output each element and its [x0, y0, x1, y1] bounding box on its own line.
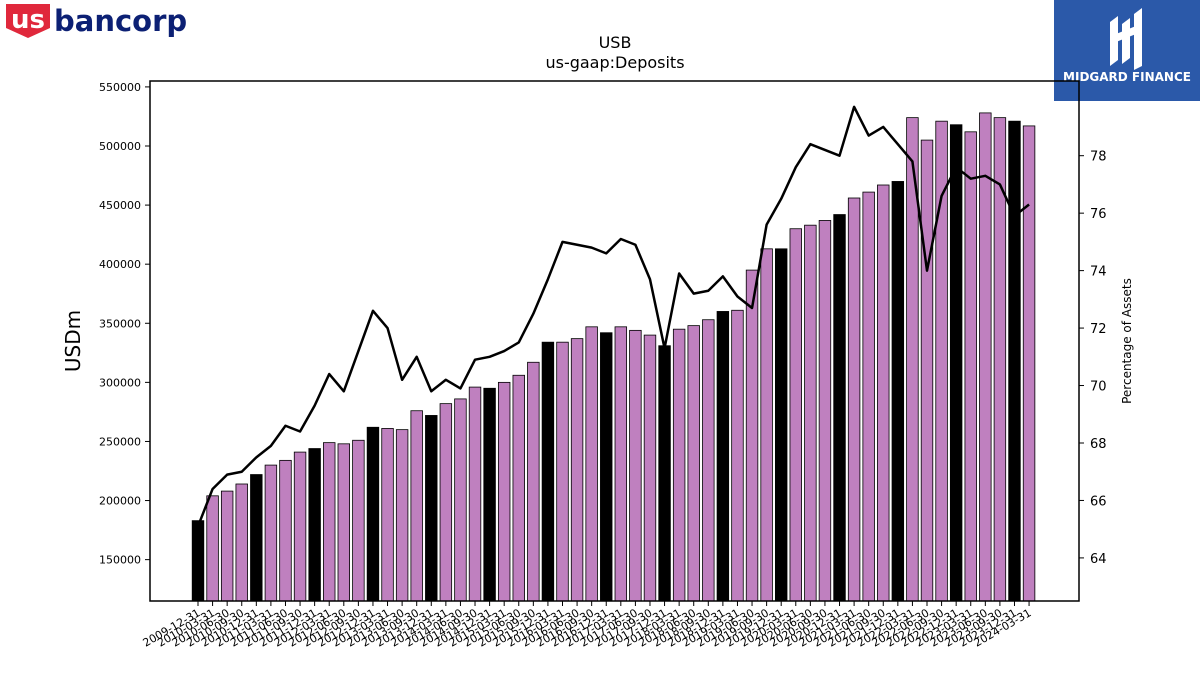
bar	[483, 387, 496, 602]
bar	[789, 228, 802, 602]
bar	[352, 439, 365, 602]
y-axis-label: USDm	[61, 310, 85, 372]
bar	[468, 386, 482, 602]
logo-text-bancorp: bancorp	[54, 4, 187, 38]
bar	[439, 403, 453, 602]
bar	[775, 248, 788, 602]
bar	[862, 191, 875, 602]
bar	[570, 338, 584, 602]
y-tick-label: 500000	[99, 140, 141, 153]
bar	[600, 332, 613, 602]
bar	[206, 495, 219, 602]
bar	[381, 428, 394, 602]
y-tick-label: 250000	[99, 435, 141, 448]
chart-subtitle: us-gaap:Deposits	[545, 53, 684, 72]
bar	[760, 248, 773, 602]
bar	[629, 329, 642, 602]
y2-tick-label: 64	[1090, 552, 1107, 567]
bar	[658, 345, 671, 602]
bar	[541, 341, 555, 602]
bar	[250, 474, 263, 602]
bar	[979, 112, 992, 602]
bar	[716, 311, 730, 602]
bar	[993, 117, 1007, 602]
bar	[964, 131, 977, 602]
bar	[935, 120, 948, 602]
bar	[672, 328, 686, 602]
bar	[323, 442, 336, 602]
logo-shield-shape	[6, 4, 50, 38]
bar	[220, 490, 234, 602]
bar	[556, 341, 569, 602]
bar	[818, 220, 832, 602]
bar	[687, 325, 700, 602]
y2-tick-label: 74	[1090, 265, 1107, 280]
bar	[293, 451, 307, 602]
bar	[920, 139, 934, 602]
midgard-finance-mark: MIDGARD FINANCE	[1063, 8, 1191, 84]
y2-tick-label: 72	[1090, 322, 1107, 337]
percentage-line	[196, 105, 1030, 527]
y-tick-label: 550000	[99, 81, 141, 94]
bar	[702, 319, 715, 602]
bar	[264, 464, 278, 602]
y2-tick-label: 70	[1090, 380, 1107, 395]
bar	[337, 443, 351, 602]
bar	[512, 374, 525, 602]
y-tick-label: 450000	[99, 199, 141, 212]
bar	[410, 410, 423, 602]
y-tick-label: 150000	[99, 554, 141, 567]
bar	[877, 184, 890, 602]
y2-axis-label: Percentage of Assets	[1120, 278, 1134, 404]
y2-tick-label: 68	[1090, 437, 1107, 452]
bar	[1008, 120, 1021, 602]
y2-tick-label: 78	[1090, 150, 1107, 165]
plot-frame	[149, 80, 1080, 602]
bar	[235, 483, 248, 602]
y2-tick-label: 66	[1090, 494, 1107, 509]
line-group	[196, 105, 1030, 527]
bar	[497, 381, 511, 602]
us-bancorp-logo: us bancorp	[6, 4, 187, 38]
bar	[279, 459, 292, 602]
y2-axis-ticks: 64 66 68 70 72 74 76 78	[1079, 150, 1107, 567]
bar	[614, 326, 628, 602]
y-tick-label: 350000	[99, 317, 141, 330]
y-tick-label: 200000	[99, 495, 141, 508]
bar	[949, 124, 963, 602]
y-tick-label: 300000	[99, 376, 141, 389]
chart-title: USB	[599, 33, 632, 52]
bar	[191, 520, 205, 602]
bar	[1022, 125, 1036, 602]
y-tick-label: 400000	[99, 258, 141, 271]
bar	[833, 214, 846, 602]
logo-text-us: us	[11, 5, 45, 35]
bar	[454, 398, 467, 602]
bar	[366, 426, 380, 602]
bar	[527, 361, 540, 602]
bar	[425, 415, 438, 602]
bar	[585, 326, 598, 602]
bar	[804, 224, 817, 602]
bar	[643, 334, 657, 602]
logo-text-midgard: MIDGARD FINANCE	[1063, 70, 1191, 84]
bar	[745, 269, 759, 602]
y2-tick-label: 76	[1090, 207, 1107, 222]
bar	[395, 429, 409, 602]
x-axis-ticks: 2009-12-312010-03-312010-06-302010-09-30…	[141, 601, 1034, 650]
bar	[891, 181, 905, 602]
bars-group	[191, 112, 1036, 602]
y-axis-ticks: 150000 200000 250000 300000 350000 400000 4500…	[99, 81, 150, 567]
bar	[308, 448, 321, 602]
logo-mark-icon	[1110, 8, 1142, 70]
bar	[847, 197, 861, 602]
bar	[731, 309, 744, 602]
